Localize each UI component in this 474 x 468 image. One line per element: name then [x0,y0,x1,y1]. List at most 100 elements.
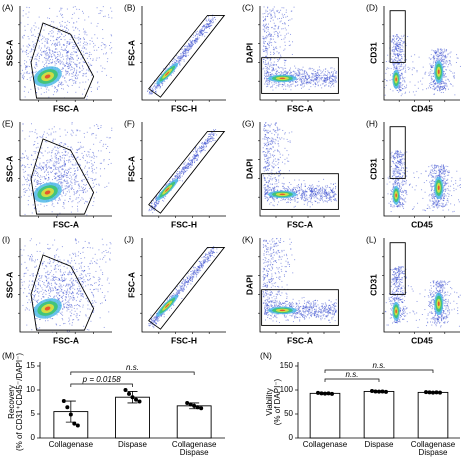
event-dot [336,81,337,82]
event-dot [322,71,323,72]
event-dot [67,51,68,52]
event-dot [271,42,272,43]
event-dot [198,155,199,156]
event-dot [77,60,78,61]
event-dot [331,190,332,191]
event-dot [209,134,210,135]
event-dot [72,80,73,81]
event-dot [287,86,288,87]
event-dot [397,53,398,54]
event-dot [266,28,267,29]
event-dot [101,45,102,46]
event-dot [196,156,197,157]
event-dot [59,143,60,144]
event-dot [268,68,269,69]
event-dot [181,59,182,60]
event-dot [72,85,73,86]
event-dot [429,57,430,58]
event-dot [318,181,319,182]
event-dot [41,169,42,170]
event-dot [151,205,152,206]
event-dot [71,135,72,136]
density-plot [20,122,112,216]
event-dot [44,92,45,93]
event-dot [40,151,41,152]
event-dot [311,185,312,186]
event-dot [23,45,24,46]
event-dot [287,202,288,203]
event-dot [31,35,32,36]
event-dot [324,193,325,194]
event-dot [25,65,26,66]
event-dot [173,60,174,61]
event-dot [78,37,79,38]
event-dot [61,166,62,167]
event-dot [52,204,53,205]
event-dot [69,168,70,169]
event-dot [73,46,74,47]
event-dot [77,206,78,207]
event-dot [397,43,398,44]
event-dot [26,190,27,191]
event-dot [446,49,447,50]
event-dot [265,188,266,189]
event-dot [331,78,332,79]
event-dot [279,72,280,73]
event-dot [316,74,317,75]
event-dot [267,67,268,68]
event-dot [273,39,274,40]
event-dot [322,80,323,81]
event-dot [297,195,298,196]
event-dot [178,62,179,63]
event-dot [74,44,75,45]
event-dot [402,58,403,59]
event-dot [177,174,178,175]
event-dot [42,176,43,177]
event-dot [46,66,47,67]
event-dot [317,202,318,203]
event-dot [275,16,276,17]
event-dot [164,198,165,199]
event-dot [24,26,25,27]
event-dot [61,176,62,177]
event-dot [48,54,49,55]
event-dot [155,88,156,89]
event-dot [398,60,399,61]
event-dot [182,56,183,57]
event-dot [306,80,307,81]
event-dot [55,131,56,132]
event-dot [327,80,328,81]
event-dot [59,42,60,43]
event-dot [40,175,41,176]
event-dot [102,42,103,43]
event-dot [196,38,197,39]
event-dot [195,147,196,148]
event-dot [175,59,176,60]
event-dot [317,185,318,186]
event-dot [67,191,68,192]
event-dot [26,66,27,67]
event-dot [187,47,188,48]
event-dot [62,17,63,18]
event-dot [46,175,47,176]
event-dot [323,70,324,71]
event-dot [306,83,307,84]
event-dot [404,81,405,82]
event-dot [312,73,313,74]
event-dot [317,82,318,83]
event-dot [28,12,29,13]
event-dot [47,40,48,41]
event-dot [69,42,70,43]
event-dot [197,41,198,42]
event-dot [88,177,89,178]
event-dot [195,43,196,44]
event-dot [269,66,270,67]
event-dot [66,63,67,64]
event-dot [267,36,268,37]
panel-label: (D) [366,2,378,12]
event-dot [295,197,296,198]
event-dot [397,54,398,55]
event-dot [189,46,190,47]
event-dot [185,48,186,49]
event-dot [23,15,24,16]
